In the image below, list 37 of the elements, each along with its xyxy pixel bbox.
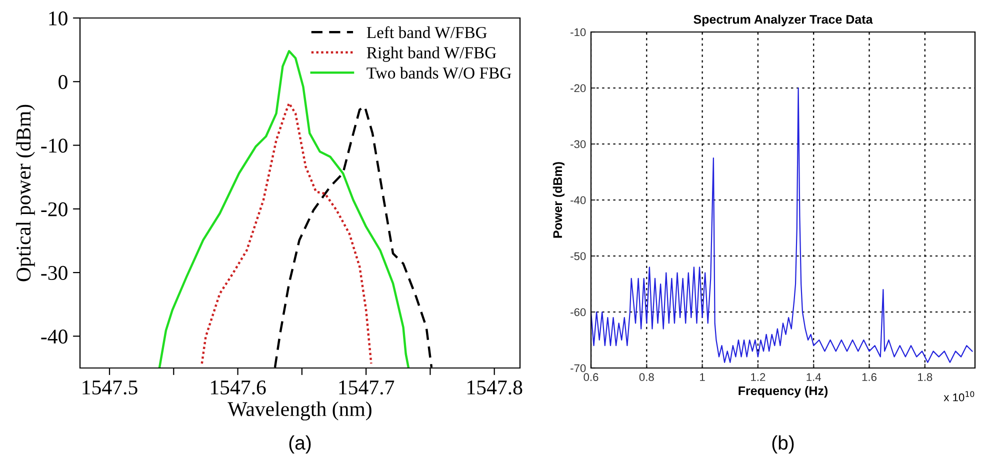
text: x 10$^{10}$ xyxy=(944,391,974,402)
x-tick-label: 1.8 xyxy=(918,373,932,382)
y-tick-label: -70 xyxy=(570,364,586,372)
legend-label: Two bands W/O FBG xyxy=(366,66,512,79)
x-tick-label: 0.6 xyxy=(584,373,598,382)
y-tick-label: -40 xyxy=(570,196,586,204)
x-tick-label: 1.2 xyxy=(751,373,766,381)
text: (a) xyxy=(289,435,311,454)
y-tick-label: 0 xyxy=(58,75,68,90)
y-tick-label: -40 xyxy=(41,330,68,344)
x-tick-label: 1.6 xyxy=(862,373,876,382)
legend-label: Right band W/FBG xyxy=(366,46,496,62)
chart-title: Spectrum Analyzer Trace Data xyxy=(694,14,873,26)
y-tick-label: -30 xyxy=(570,140,586,148)
y-tick-label: -30 xyxy=(41,266,68,280)
line-series xyxy=(591,87,973,363)
x-tick-label: 1.4 xyxy=(806,373,822,381)
y-tick-label: -10 xyxy=(41,138,68,153)
x-tick-label: 0.8 xyxy=(639,373,654,382)
y-axis-title: Power (dBm) xyxy=(552,162,565,238)
y-tick-label: -20 xyxy=(41,202,68,216)
x-tick-label: 1547.5 xyxy=(82,380,138,395)
y-tick-label: -20 xyxy=(570,84,586,92)
x-axis-title: Frequency (Hz) xyxy=(738,386,828,398)
y-tick-label: -50 xyxy=(570,252,586,260)
y-tick-label: -60 xyxy=(570,308,586,316)
y-tick-label: 10 xyxy=(49,11,68,26)
text: (b) xyxy=(772,435,794,454)
y-tick-label: -10 xyxy=(570,28,586,36)
x-tick-label: 1 xyxy=(700,373,705,381)
legend-label: Left band W/FBG xyxy=(366,26,487,38)
x-axis-title: Wavelength (nm) xyxy=(228,401,372,420)
x-tick-label: 1547.7 xyxy=(339,380,394,395)
x-tick-label: 1547.8 xyxy=(468,380,522,395)
line-series xyxy=(200,102,372,365)
y-axis-title: Optical power (dBm) xyxy=(16,104,35,282)
x-tick-label: 1547.6 xyxy=(210,380,266,395)
